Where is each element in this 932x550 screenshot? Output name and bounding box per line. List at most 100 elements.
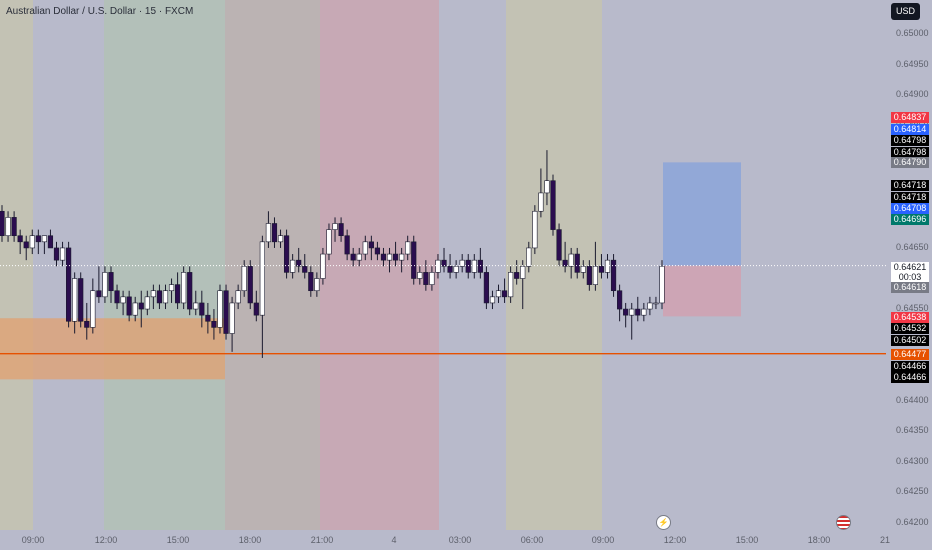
session-band [225,0,320,530]
candle-body [253,302,259,316]
time-tick-label: 15:00 [166,535,190,545]
price-label: 0.64618 [891,282,929,293]
price-tick-label: 0.64900 [896,89,929,100]
candle-body [465,259,471,273]
candle-body [332,223,338,230]
candle-body [647,302,653,310]
candle-body [489,296,496,304]
candle-body [23,241,29,249]
candle-body [41,235,47,243]
price-label: 0.64708 [891,203,929,214]
candle-body [423,272,429,285]
candle-body [610,259,617,292]
price-label: 0.64477 [891,349,929,360]
candle-body [344,235,350,255]
support-zone [0,318,225,380]
currency-button[interactable]: USD [891,3,920,20]
candle-body [235,290,241,304]
session-band [506,0,602,530]
time-tick-label: 15:00 [735,535,759,545]
candle-body [144,296,150,310]
candle-body [283,235,290,273]
candle-body [435,259,441,273]
candle-body [271,223,278,243]
candle-body [114,290,120,304]
candle-body [162,290,169,304]
candle-body [277,235,284,243]
candle-body [193,302,199,310]
candle-body [156,290,163,304]
time-tick-label: 18:00 [238,535,262,545]
candle-body [181,272,187,304]
candle-body [59,247,66,261]
candle-body [380,253,387,261]
candle-body [483,272,490,304]
session-band [0,0,33,530]
candle-body [617,290,623,310]
candle-body [35,235,41,243]
candle-body [526,247,532,267]
candle-body [338,223,344,237]
price-label: 0.64466 [891,361,929,372]
candle-body [132,302,138,316]
candle-body [11,217,17,237]
price-label: 0.64696 [891,214,929,225]
price-tick-label: 0.64200 [896,517,929,527]
chart-title: Australian Dollar / U.S. Dollar · 15 · F… [6,6,194,17]
candle-body [241,265,247,292]
candle-body [308,272,314,292]
candle-body [477,259,483,273]
candle-body [120,296,126,304]
candle-body [441,259,447,267]
price-tick-label: 0.65000 [896,28,929,38]
time-tick-label: 09:00 [21,535,45,545]
candle-body [641,308,647,316]
us-flag-icon[interactable] [836,515,851,530]
time-tick-label: 18:00 [807,535,831,545]
candle-body [108,272,114,292]
candle-body [405,241,411,255]
candle-body [556,229,562,261]
candle-body [29,235,35,249]
stop-loss-zone [663,265,741,317]
candle-body [495,290,502,298]
candle-body [296,259,302,267]
candle-body [586,265,592,285]
candle-body [326,229,332,255]
price-tick-label: 0.64950 [896,58,929,69]
lightning-icon[interactable]: ⚡ [656,515,671,530]
time-tick-label: 21 [879,535,891,545]
candle-body [411,241,417,279]
candle-body [259,241,265,316]
candle-body [368,241,374,249]
candle-body [386,253,393,261]
price-label: 0.64837 [891,112,929,123]
candle-body [471,259,477,273]
session-band [104,0,225,530]
candle-body [544,180,550,194]
time-tick-label: 09:00 [591,535,615,545]
candle-body [168,284,175,292]
price-tick-label: 0.64250 [896,486,929,497]
candle-body [598,265,605,273]
candle-body [66,247,72,322]
candle-body [205,314,211,322]
price-label: 0.64538 [891,312,929,323]
candle-body [538,192,544,212]
price-tick-label: 0.64400 [896,394,929,405]
candle-body [362,241,368,255]
candle-body [429,272,435,285]
time-tick-label: 21:00 [310,535,334,545]
candle-body [53,247,60,261]
take-profit-zone [663,162,741,266]
candle-body [574,253,580,273]
time-tick-label: 06:00 [520,535,544,545]
candle-body [562,259,568,267]
candle-body [199,302,205,316]
candle-body [604,259,611,273]
candle-body [17,235,23,243]
candle-body [47,235,54,249]
session-band [602,0,886,530]
